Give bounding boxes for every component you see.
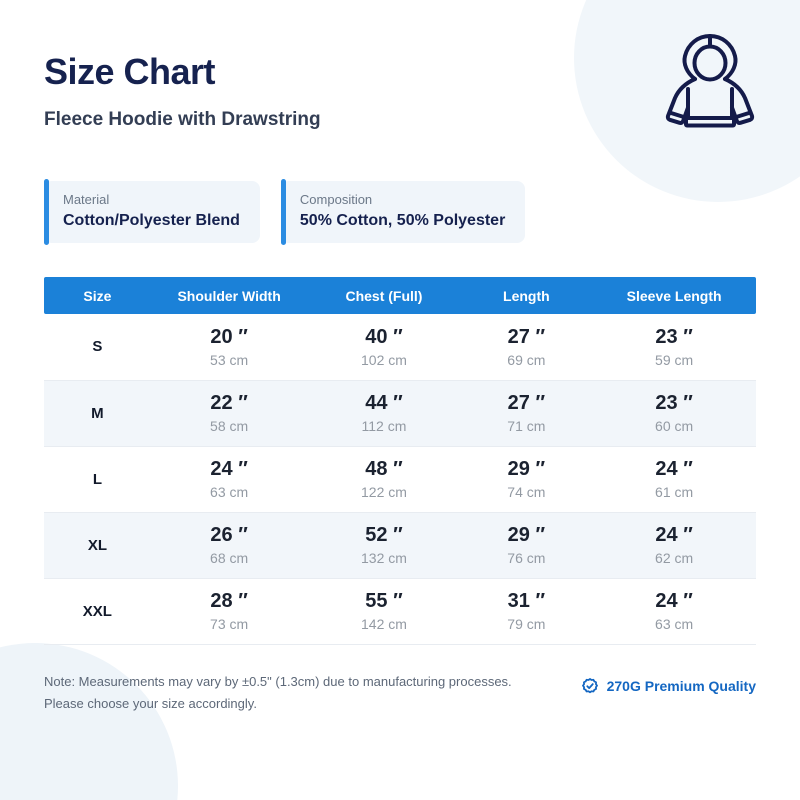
composition-card: Composition 50% Cotton, 50% Polyester [280,179,526,245]
size-cell: M [44,380,151,446]
cm-value: 74 cm [507,484,546,500]
measurement-cell: 22 ″ 58 cm [151,380,308,446]
inches-value: 24 ″ [655,590,693,612]
cm-value: 68 cm [210,550,249,566]
material-card-value: Cotton/Polyester Blend [63,212,240,229]
info-cards: Material Cotton/Polyester Blend Composit… [44,179,756,245]
size-cell: L [44,446,151,512]
inches-value: 23 ″ [655,392,693,414]
measurement-cell: 23 ″ 60 cm [592,380,756,446]
cm-value: 142 cm [361,616,407,632]
table-row: XL 26 ″ 68 cm 52 ″ 132 cm 29 ″ 76 cm 24 ″ 62 cm [44,512,756,578]
measurement-cell: 28 ″ 73 cm [151,578,308,644]
measurement-cell: 27 ″ 69 cm [461,314,593,380]
size-cell: S [44,314,151,380]
table-row: S 20 ″ 53 cm 40 ″ 102 cm 27 ″ 69 cm 23 ″ 59 cm [44,314,756,380]
measurement-cell: 29 ″ 76 cm [461,512,593,578]
inches-value: 24 ″ [655,458,693,480]
measurement-cell: 24 ″ 61 cm [592,446,756,512]
measurement-cell: 26 ″ 68 cm [151,512,308,578]
inches-value: 40 ″ [365,325,403,348]
inches-value: 26 ″ [210,524,248,546]
size-cell: XXL [44,578,151,644]
material-card-label: Material [63,192,110,207]
measurement-cell: 55 ″ 142 cm [307,578,460,644]
check-seal-icon [581,677,598,693]
cm-value: 59 cm [655,351,694,368]
quality-badge: 270G Premium Quality [581,677,756,695]
header-cell: Length [460,277,593,314]
measurement-cell: 23 ″ 59 cm [592,314,756,380]
inches-value: 27 ″ [507,325,546,348]
page-title: Size Chart [44,51,216,92]
measurement-cell: 29 ″ 74 cm [461,446,593,512]
cm-value: 112 cm [361,418,407,434]
inches-value: 48 ″ [365,458,403,480]
size-label: XL [87,536,107,554]
table-row: XXL 28 ″ 73 cm 55 ″ 142 cm 31 ″ 79 cm 24 ″ 63 cm [44,578,756,644]
size-cell: XL [44,512,151,578]
page-subtitle: Fleece Hoodie with Drawstring [44,109,321,130]
measurement-cell: 24 ″ 63 cm [151,446,308,512]
cm-value: 79 cm [507,616,546,632]
cm-value: 62 cm [655,550,694,566]
inches-value: 28 ″ [210,590,248,612]
inches-value: 22 ″ [210,392,248,414]
size-label: S [92,338,103,356]
measurement-cell: 24 ″ 63 cm [592,578,756,644]
inches-value: 23 ″ [655,325,693,348]
cm-value: 102 cm [361,351,407,368]
inches-value: 24 ″ [655,524,693,546]
composition-card-value: 50% Cotton, 50% Polyester [299,212,506,229]
size-label: M [91,404,104,422]
measurement-cell: 52 ″ 132 cm [307,512,460,578]
table-row: M 22 ″ 58 cm 44 ″ 112 cm 27 ″ 71 cm 23 ″ 60 cm [44,380,756,446]
inches-value: 27 ″ [507,392,546,414]
material-card: Material Cotton/Polyester Blend [44,179,260,245]
cm-value: 122 cm [361,484,407,500]
table-row: L 24 ″ 63 cm 48 ″ 122 cm 29 ″ 74 cm 24 ″ 61 cm [44,446,756,512]
cm-value: 69 cm [507,351,546,368]
inches-value: 20 ″ [210,325,248,348]
inches-value: 31 ″ [507,590,546,612]
cm-value: 63 cm [210,484,249,500]
inches-value: 44 ″ [365,392,403,414]
footer: Note: Measurements may vary by ±0.5" (1.… [44,671,756,717]
header-cell: Shoulder Width [150,277,308,314]
measurement-cell: 48 ″ 122 cm [307,446,460,512]
cm-value: 60 cm [655,418,694,434]
size-table-header: Size Shoulder Width Chest (Full) Length Slee… [44,277,756,314]
inches-value: 24 ″ [210,458,248,480]
note-text: Note: Measurements may vary by ±0.5" (1.… [44,673,512,712]
inches-value: 29 ″ [507,524,546,546]
measurement-cell: 44 ″ 112 cm [307,380,460,446]
header-cell: Chest (Full) [307,277,461,314]
composition-card-label: Composition [299,192,373,207]
size-label: XXL [82,602,112,620]
measurement-cell: 24 ″ 62 cm [592,512,756,578]
cm-value: 63 cm [655,616,694,632]
header-cell: Size [44,277,151,314]
cm-value: 73 cm [210,616,249,632]
header-cell: Sleeve Length [592,277,756,314]
inches-value: 55 ″ [365,590,403,612]
cm-value: 132 cm [361,550,407,566]
size-label: L [92,470,102,488]
hoodie-icon [650,24,770,142]
size-table: Size Shoulder Width Chest (Full) Length Slee… [44,277,756,645]
measurement-cell: 31 ″ 79 cm [461,578,593,644]
cm-value: 53 cm [210,351,249,368]
cm-value: 58 cm [210,418,249,434]
measurement-cell: 27 ″ 71 cm [461,380,593,446]
inches-value: 52 ″ [365,524,403,546]
cm-value: 71 cm [507,418,546,434]
quality-badge-label: 270G Premium Quality [606,677,756,694]
cm-value: 61 cm [655,484,694,500]
measurement-cell: 20 ″ 53 cm [151,314,308,380]
inches-value: 29 ″ [507,458,546,480]
measurement-cell: 40 ″ 102 cm [307,314,460,380]
cm-value: 76 cm [507,550,546,566]
